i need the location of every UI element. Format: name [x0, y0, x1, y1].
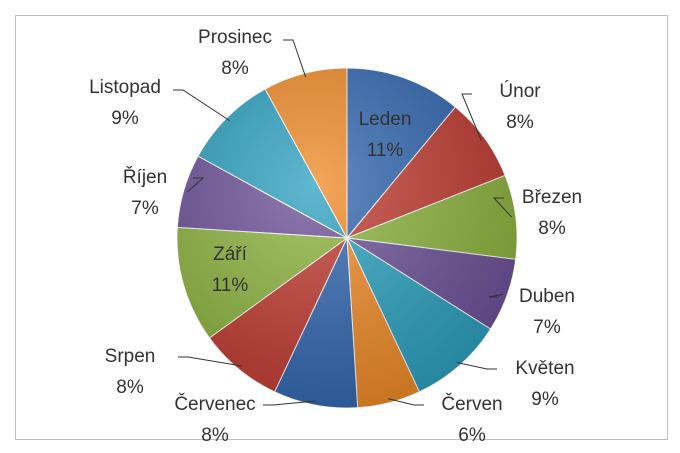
slice-value-label: 6%: [458, 425, 486, 446]
leader-line: [173, 89, 230, 122]
slice-value-label: 11%: [212, 275, 249, 296]
slice-label: Červenec: [174, 393, 255, 415]
leader-line: [388, 398, 424, 406]
leader-line: [488, 293, 504, 298]
slice-label: Květen: [515, 358, 574, 379]
slice-label: Prosinec: [198, 27, 272, 48]
slice-value-label: 8%: [221, 58, 249, 79]
slice-value-label: 11%: [367, 140, 404, 161]
leader-line: [461, 93, 482, 141]
slice-label: Srpen: [105, 346, 156, 367]
leader-line: [263, 400, 316, 406]
leader-line: [187, 177, 205, 193]
slice-value-label: 8%: [116, 377, 144, 398]
slice-value-label: 8%: [538, 218, 566, 239]
leader-line: [456, 362, 497, 370]
slice-value-label: 9%: [531, 389, 559, 410]
slice-label: Duben: [519, 286, 575, 307]
slice-label: Říjen: [123, 166, 167, 188]
slice-value-label: 8%: [506, 112, 534, 133]
slice-label: Březen: [522, 187, 582, 208]
slice-value-label: 9%: [111, 108, 139, 129]
slice-value-label: 8%: [201, 425, 229, 446]
slice-value-label: 7%: [533, 317, 561, 338]
slice-label: Červen: [441, 393, 502, 415]
leader-line: [283, 39, 307, 78]
leader-line: [492, 197, 513, 218]
slice-label: Září: [213, 244, 248, 265]
slice-label: Únor: [499, 80, 541, 102]
leader-line: [178, 356, 242, 367]
slice-value-label: 7%: [131, 198, 159, 219]
slice-label: Leden: [359, 109, 412, 130]
slice-label: Listopad: [89, 77, 161, 98]
